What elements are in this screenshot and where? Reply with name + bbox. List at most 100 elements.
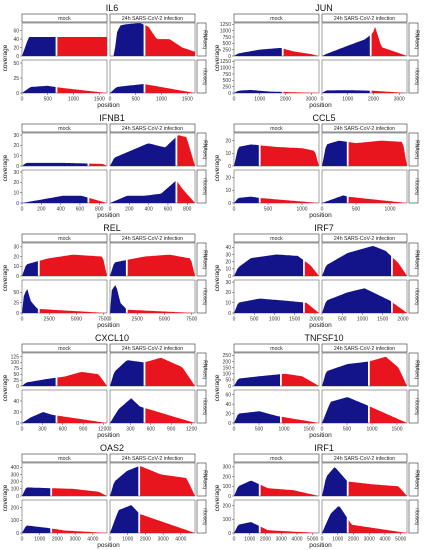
strip-rnaseq-box [408, 242, 419, 277]
x-tick-label: 500 [44, 97, 53, 103]
x-tick-label: 500 [264, 207, 273, 213]
strip-riboseq-box [408, 499, 419, 534]
strip-infected-box [321, 453, 408, 463]
x-tick-label: 0 [109, 97, 112, 103]
y-tick-label: 30 [13, 245, 19, 251]
x-tick-label: 1000 [278, 427, 289, 433]
x-tick-label: 900 [79, 427, 88, 433]
panel-title: IRF7 [314, 223, 334, 233]
x-tick-label: 7500 [186, 317, 197, 323]
facet-frame [21, 132, 108, 167]
panel-tnfsf10: TNFSF10 mock 24h SARS-CoV-2 infection RNAse… [214, 333, 420, 439]
y-axis-label: coverage [2, 484, 9, 511]
x-axis-label: position [97, 542, 120, 549]
x-tick-label: 0 [109, 207, 112, 213]
y-tick-label: 300 [223, 465, 232, 471]
coverage-area-first-part-0 [234, 522, 259, 533]
y-tick-label: 0 [16, 91, 19, 97]
x-tick-label: 1000 [357, 317, 368, 323]
y-tick-label: 50 [13, 372, 19, 378]
y-axis-label: coverage [214, 264, 221, 291]
strip-rnaseq-box [196, 462, 207, 497]
y-axis-label: coverage [214, 374, 221, 401]
x-tick-label: 1500 [303, 427, 314, 433]
y-tick-label: 10 [225, 267, 231, 273]
x-tick-label: 500 [250, 317, 259, 323]
y-tick-label: 0 [228, 201, 231, 207]
y-tick-label: 10 [225, 151, 231, 157]
x-tick-label: 800 [183, 207, 192, 213]
coverage-area-first-part-0 [22, 377, 56, 386]
strip-riboseq-label: riboseq [202, 288, 208, 305]
y-tick-label: 0 [228, 164, 231, 170]
y-tick-label: 10 [13, 264, 19, 270]
panel-ifnb1: IFNB1 mock 24h SARS-CoV-2 infection RNAseq r… [2, 113, 208, 219]
panel-title: JUN [315, 3, 333, 13]
coverage-area-first-part-0 [234, 254, 304, 276]
y-tick-label: 100 [223, 372, 232, 378]
panel-il6: IL6 mock 24h SARS-CoV-2 infection RNAseq rib… [2, 3, 208, 109]
y-tick-label: 100 [11, 518, 20, 524]
y-tick-label: 20 [225, 411, 231, 417]
coverage-area-second-part-0 [39, 254, 108, 276]
strip-rnaseq-box [196, 22, 207, 57]
coverage-area-first-part-1 [322, 35, 370, 56]
y-tick-label: 20 [13, 143, 19, 149]
x-tick-label: 1000 [342, 97, 353, 103]
coverage-area-first-part-0 [234, 374, 280, 386]
strip-riboseq-box [408, 279, 419, 314]
strip-rnaseq-label: RNAseq [202, 30, 208, 49]
x-tick-label: 300 [38, 427, 47, 433]
strip-mock-label: mock [58, 456, 71, 462]
y-tick-label: 20 [13, 180, 19, 186]
coverage-area-second-part-1 [145, 84, 195, 93]
coverage-area-second-part-0 [57, 415, 107, 423]
strip-riboseq-box [408, 59, 419, 94]
y-tick-label: 0 [228, 494, 231, 500]
coverage-area-first-part-0 [22, 261, 38, 276]
strip-riboseq-label: riboseq [414, 68, 420, 85]
strip-riboseq-box [196, 59, 207, 94]
x-axis-label: position [309, 212, 332, 219]
strip-mock-label: mock [270, 16, 283, 22]
coverage-area-second-part-1 [369, 356, 407, 386]
y-tick-label: 250 [223, 353, 232, 359]
strip-riboseq-box [196, 169, 207, 204]
strip-mock-box [21, 13, 108, 23]
x-axis-label: position [309, 322, 332, 329]
coverage-area-second-part-1 [348, 196, 407, 203]
y-tick-label: 0 [228, 384, 231, 390]
coverage-area-first-part-0 [234, 47, 282, 56]
facet-frame [321, 59, 408, 94]
strip-riboseq-label: riboseq [414, 398, 420, 415]
coverage-area-first-part-1 [110, 505, 139, 533]
strip-riboseq-label: riboseq [202, 508, 208, 525]
strip-mock-label: mock [58, 346, 71, 352]
y-tick-label: 50 [13, 290, 19, 296]
x-tick-label: 7500 [98, 317, 109, 323]
x-tick-label: 500 [132, 97, 141, 103]
strip-mock-box [233, 233, 320, 243]
y-tick-label: 0 [16, 531, 19, 537]
coverage-area-first-part-0 [22, 487, 51, 496]
strip-rnaseq-label: RNAseq [414, 250, 420, 269]
y-tick-label: 10 [225, 300, 231, 306]
x-tick-label: 500 [352, 207, 361, 213]
x-tick-label: 1500 [94, 97, 105, 103]
strip-infected-label: 24h SARS-CoV-2 infection [122, 456, 183, 462]
x-tick-label: 1000 [384, 207, 395, 213]
strip-infected-box [109, 233, 196, 243]
strip-mock-label: mock [270, 346, 283, 352]
x-tick-label: 0 [233, 97, 236, 103]
x-tick-label: 1000 [156, 97, 167, 103]
strip-mock-label: mock [270, 456, 283, 462]
x-tick-label: 200 [37, 207, 46, 213]
coverage-area-first-part-1 [110, 84, 144, 93]
strip-rnaseq-label: RNAseq [414, 360, 420, 379]
strip-riboseq-box [196, 389, 207, 424]
y-tick-label: 200 [11, 505, 20, 511]
y-tick-label: 0 [16, 201, 19, 207]
x-tick-label: 500 [343, 427, 352, 433]
panel-irf7: IRF7 mock 24h SARS-CoV-2 infection RNAseq ri… [214, 223, 420, 329]
